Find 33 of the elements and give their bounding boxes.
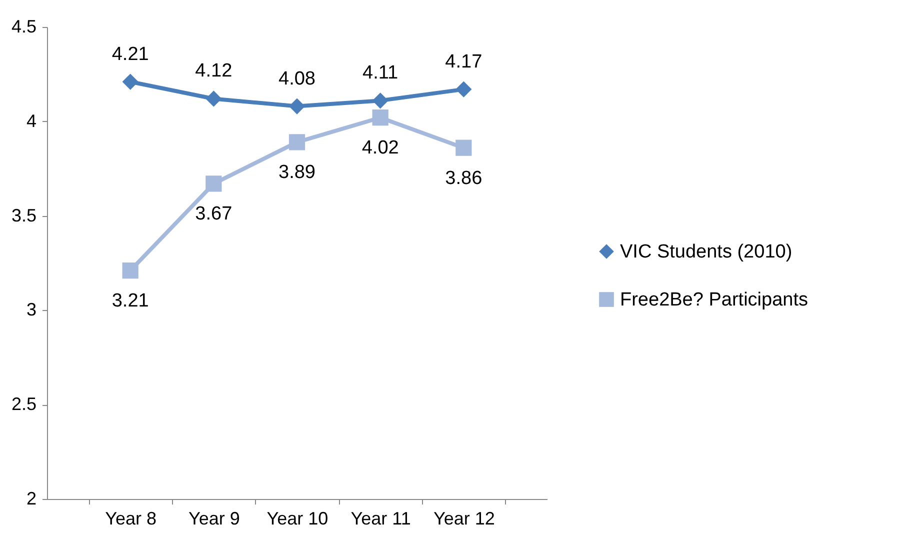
data-label: 3.21 xyxy=(112,290,149,312)
data-label: 4.08 xyxy=(278,68,316,90)
y-tick-label: 2.5 xyxy=(11,394,36,414)
point xyxy=(206,90,222,107)
data-label: 4.11 xyxy=(362,62,398,84)
x-tick-label: Year 12 xyxy=(433,508,495,528)
y-tick-label: 3 xyxy=(26,300,36,320)
x-tick-label: Year 10 xyxy=(266,508,328,528)
x-tick-label: Year 11 xyxy=(350,508,411,528)
point xyxy=(122,74,138,90)
data-label: 4.21 xyxy=(112,44,149,65)
point xyxy=(288,134,306,150)
data-label: 3.67 xyxy=(195,204,232,225)
point xyxy=(122,262,138,279)
data-label: 3.86 xyxy=(445,168,482,189)
x-tick-label: Year 8 xyxy=(105,508,157,528)
point xyxy=(288,98,306,114)
y-tick-label: 4 xyxy=(26,110,36,131)
y-tick-label: 4.5 xyxy=(11,16,36,36)
x-tick-label: Year 9 xyxy=(188,508,240,528)
point xyxy=(206,176,222,192)
point xyxy=(372,110,388,126)
data-label: 4.02 xyxy=(362,138,399,159)
point xyxy=(456,81,472,98)
data-label: 4.17 xyxy=(445,51,482,72)
point xyxy=(456,140,472,156)
y-tick-label: 2 xyxy=(26,488,36,508)
legend-label: Free2Be? Participants xyxy=(620,290,808,310)
legend-label: VIC Students (2010) xyxy=(620,242,792,262)
data-label: 3.89 xyxy=(278,162,316,184)
point xyxy=(372,92,388,109)
data-label: 4.12 xyxy=(195,60,232,82)
y-tick-label: 3.5 xyxy=(11,205,36,226)
